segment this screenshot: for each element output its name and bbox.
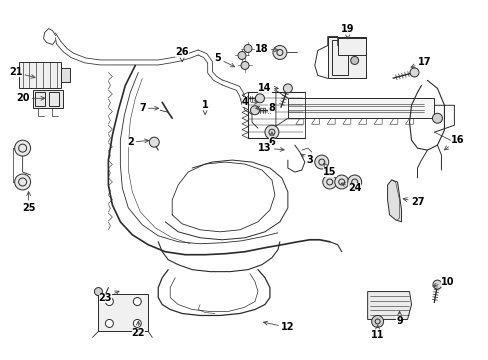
- Bar: [337, 37, 365, 55]
- Text: 13: 13: [258, 143, 284, 153]
- Circle shape: [350, 57, 358, 64]
- Circle shape: [283, 84, 292, 93]
- Text: 24: 24: [341, 183, 361, 193]
- Text: 10: 10: [432, 276, 453, 287]
- Bar: [98, 293, 148, 332]
- Text: 17: 17: [410, 58, 430, 68]
- Text: 14: 14: [258, 84, 278, 93]
- Circle shape: [94, 288, 102, 296]
- Text: 16: 16: [444, 135, 463, 150]
- Circle shape: [250, 106, 259, 115]
- Bar: [287, 98, 433, 118]
- Circle shape: [133, 319, 141, 328]
- Text: 22: 22: [131, 321, 145, 338]
- Circle shape: [149, 137, 159, 147]
- Text: 5: 5: [214, 54, 234, 67]
- Circle shape: [238, 51, 245, 59]
- Circle shape: [255, 94, 264, 103]
- Bar: [48, 92, 59, 106]
- Text: 6: 6: [268, 132, 275, 147]
- Text: 8: 8: [255, 103, 275, 113]
- Bar: [331, 40, 347, 75]
- Circle shape: [314, 155, 328, 169]
- Text: 1: 1: [202, 100, 208, 114]
- Text: 26: 26: [175, 48, 188, 62]
- Polygon shape: [367, 292, 411, 319]
- Text: 11: 11: [370, 325, 384, 341]
- Text: 12: 12: [263, 321, 294, 332]
- Text: 27: 27: [403, 197, 424, 207]
- Circle shape: [264, 125, 278, 139]
- Circle shape: [272, 45, 286, 59]
- Text: 20: 20: [16, 93, 45, 103]
- Bar: [33, 90, 62, 108]
- Circle shape: [409, 68, 418, 77]
- Circle shape: [133, 298, 141, 306]
- Text: 23: 23: [99, 291, 119, 302]
- Text: 9: 9: [395, 311, 402, 327]
- Circle shape: [431, 113, 442, 123]
- Circle shape: [347, 175, 361, 189]
- Circle shape: [432, 280, 441, 289]
- Text: 25: 25: [22, 192, 35, 213]
- Text: 4: 4: [241, 97, 258, 107]
- Text: 19: 19: [340, 24, 354, 39]
- Text: 2: 2: [127, 137, 148, 147]
- Bar: [35, 92, 44, 106]
- Circle shape: [334, 175, 348, 189]
- Text: 7: 7: [139, 103, 158, 113]
- Text: 15: 15: [323, 163, 336, 177]
- Circle shape: [322, 175, 336, 189]
- Bar: [19, 62, 61, 88]
- Circle shape: [15, 174, 31, 190]
- Polygon shape: [387, 180, 401, 222]
- Text: 3: 3: [300, 154, 312, 165]
- Circle shape: [15, 140, 31, 156]
- Circle shape: [244, 45, 251, 53]
- Text: 18: 18: [255, 44, 278, 54]
- Circle shape: [105, 298, 113, 306]
- Bar: [327, 37, 365, 78]
- Text: 21: 21: [9, 67, 35, 78]
- Bar: [61, 68, 70, 82]
- Circle shape: [105, 319, 113, 328]
- Circle shape: [241, 62, 248, 69]
- Circle shape: [371, 315, 383, 328]
